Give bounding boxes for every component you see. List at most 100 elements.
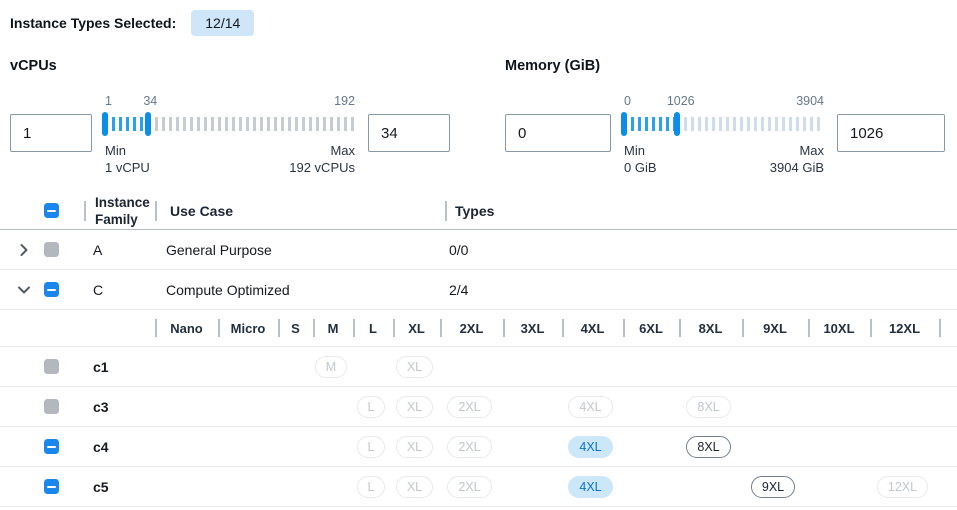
vcpus-title: vCPUs [10,58,57,74]
instance-row: c3 L XL 2XL 4XL 8XL [0,387,957,427]
memory-min-input[interactable] [505,114,611,152]
size-pill-xl: XL [395,355,434,378]
memory-range-slider[interactable]: 0 1026 3904 Min 0 GiB [621,94,824,176]
slider-handle-high[interactable] [145,112,152,136]
column-header-use-case: Use Case [170,202,234,219]
use-case: General Purpose [166,241,272,258]
slider-ticks-rest [676,117,824,131]
slider-ticks-selected [624,117,677,131]
chevron-down-icon [18,286,30,293]
max-label: Max [330,143,355,158]
chevron-right-icon [20,243,28,256]
slider-handle-low[interactable] [621,112,627,136]
header-divider [84,200,86,221]
family-row: A General Purpose 0/0 [0,230,957,270]
size-pill-4xl[interactable]: 4XL [568,435,613,458]
size-pill-2xl: 2XL [447,475,492,498]
size-column-label: Nano [170,320,203,336]
size-pill-m: M [314,355,348,378]
slider-handle-low[interactable] [102,112,108,136]
slider-ticks-selected [105,117,149,131]
expand-toggle[interactable] [16,282,44,298]
size-pill-l: L [356,435,386,458]
vcpus-min-input[interactable] [10,114,92,152]
size-pill-l: L [356,475,386,498]
size-pill-xl: XL [395,435,434,458]
family-checkbox[interactable] [44,282,59,297]
instance-checkbox[interactable] [44,439,59,454]
selected-summary-label: Instance Types Selected: [10,15,177,31]
slider-track[interactable] [102,112,355,136]
size-pill-8xl: 8XL [686,395,731,418]
size-pill-4xl: 4XL [568,395,613,418]
header-divider [155,200,157,221]
instance-name: c5 [93,478,109,495]
size-column-label: 3XL [520,320,545,336]
memory-title: Memory (GiB) [505,58,601,74]
size-column-label: 10XL [823,320,855,336]
memory-max-input[interactable] [837,114,945,152]
size-pill-9xl[interactable]: 9XL [750,475,796,498]
vcpus-filter: vCPUs 1 34 192 [10,58,450,176]
instance-row: c5 L XL 2XL 4XL 9XL 12XL [0,467,957,507]
instance-name: c1 [93,358,109,375]
size-pill-12xl: 12XL [876,475,929,498]
instance-checkbox[interactable] [44,479,59,494]
vcpus-range-slider[interactable]: 1 34 192 Min 1 vCPU [102,94,355,176]
selected-summary: Instance Types Selected: 12/14 [10,8,957,38]
size-column-label: L [369,320,377,336]
size-column-label: 8XL [698,320,723,336]
memory-filter: Memory (GiB) 0 1026 3904 [505,58,945,176]
column-header-instance-family: Instance Family [95,194,150,227]
use-case: Compute Optimized [166,281,290,298]
min-label: Min [105,143,126,158]
vcpus-max-input[interactable] [368,114,450,152]
size-column-label: S [291,320,300,336]
size-column-label: 12XL [888,320,921,336]
scale-label-low: 0 [624,94,631,108]
memory-scale: 0 1026 3904 [624,94,824,110]
max-value: 3904 GiB [769,160,824,175]
types-count: 2/4 [449,281,469,298]
header-divider [445,200,447,221]
vcpus-scale: 1 34 192 [105,94,355,110]
table-header-row: Instance Family Use Case Types [0,192,957,230]
scale-label-high: 34 [143,94,158,108]
family-name: C [93,281,104,298]
vcpus-minmax: Min 1 vCPU Max 192 vCPUs [105,142,355,176]
min-label: Min [624,143,645,158]
table-body: A General Purpose 0/0 C Compute Optimized 2/4… [0,230,957,507]
scale-label-max: 3904 [796,94,824,108]
instance-row: c1 M XL [0,347,957,387]
select-all-checkbox[interactable] [44,203,59,218]
slider-handle-high[interactable] [673,112,680,136]
size-header-row: Nano Micro S M L XL 2XL 3XL 4XL 6XL 8XL 9XL 10XL 12XL [0,310,957,347]
max-label: Max [799,143,824,158]
instance-name: c3 [93,398,109,415]
instance-checkbox [44,399,59,414]
slider-track[interactable] [621,112,824,136]
size-column-label: M [327,320,339,336]
instance-table: Instance Family Use Case Types A General … [0,192,957,507]
scale-label-low: 1 [105,94,112,108]
size-column-label: 9XL [763,320,787,336]
size-pill-xl: XL [395,395,434,418]
size-column-label: XL [408,320,425,336]
size-column-label: Micro [230,320,266,336]
types-count: 0/0 [449,241,469,258]
size-pill-2xl: 2XL [447,435,492,458]
column-header-types: Types [455,202,495,219]
size-column-label: 2XL [459,320,484,336]
size-pill-4xl[interactable]: 4XL [568,475,613,498]
instance-name: c4 [93,438,109,455]
size-column-label: 4XL [580,320,605,336]
expand-toggle[interactable] [16,242,44,258]
slider-ticks-rest [148,117,355,131]
family-name: A [93,241,103,258]
min-value: 0 GiB [624,160,657,175]
memory-minmax: Min 0 GiB Max 3904 GiB [624,142,824,176]
size-pill-8xl[interactable]: 8XL [686,435,731,458]
min-value: 1 vCPU [105,160,150,175]
size-pill-2xl: 2XL [447,395,492,418]
